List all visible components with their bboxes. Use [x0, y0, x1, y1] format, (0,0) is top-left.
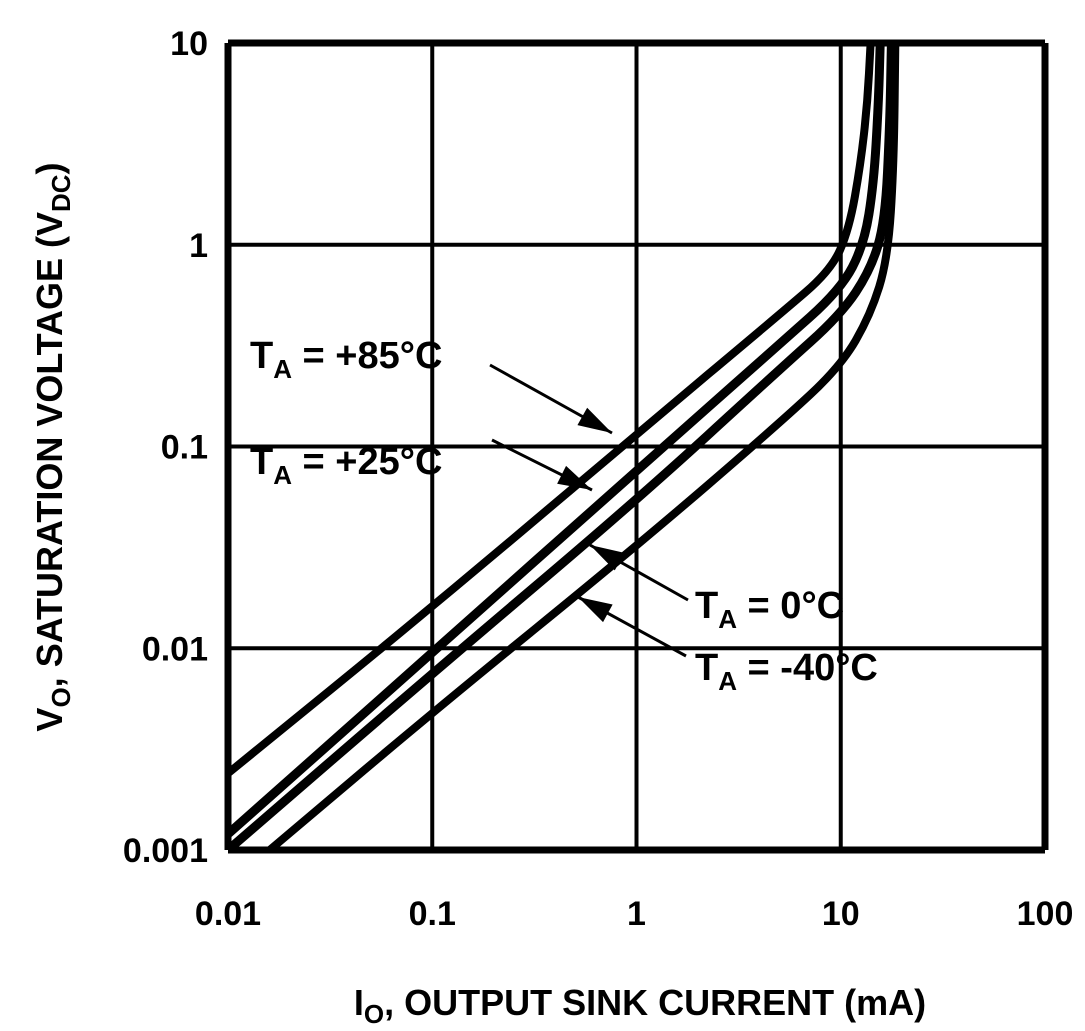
y-tick-label: 0.1 [161, 429, 208, 467]
series-label: TA = +25°C [250, 441, 442, 490]
x-tick-label: 0.1 [409, 895, 456, 933]
y-tick-label: 10 [170, 25, 208, 63]
y-tick-label: 1 [189, 227, 208, 265]
arrowhead-icon [557, 465, 592, 490]
y-tick-label: 0.01 [142, 630, 208, 668]
series-label: TA = +85°C [250, 335, 442, 384]
arrowhead-icon [577, 407, 612, 433]
arrowhead-icon [578, 597, 613, 623]
series-line-2 [225, 42, 896, 854]
series-line-3 [267, 42, 900, 854]
y-tick-label: 0.001 [123, 832, 208, 870]
series-line-1 [225, 42, 885, 838]
y-axis-label: VO, SATURATION VOLTAGE (VDC) [29, 162, 76, 731]
grid [224, 39, 1049, 854]
x-axis-label: IO, OUTPUT SINK CURRENT (mA) [354, 982, 926, 1029]
series-label: TA = -40°C [695, 647, 878, 696]
series-line-0 [225, 42, 875, 777]
tick-labels: 0.01 0.1 1 10 100 0.001 0.01 0.1 1 10 [123, 25, 1073, 933]
series-label: TA = 0°C [695, 585, 844, 634]
arrowhead-icon [590, 545, 625, 571]
x-tick-label: 1 [627, 895, 646, 933]
curves [225, 42, 900, 854]
series-labels: TA = +85°C TA = +25°C TA = 0°C TA = -40°C [250, 335, 878, 696]
x-tick-label: 10 [822, 895, 860, 933]
x-tick-label: 0.01 [195, 895, 261, 933]
x-tick-label: 100 [1017, 895, 1074, 933]
